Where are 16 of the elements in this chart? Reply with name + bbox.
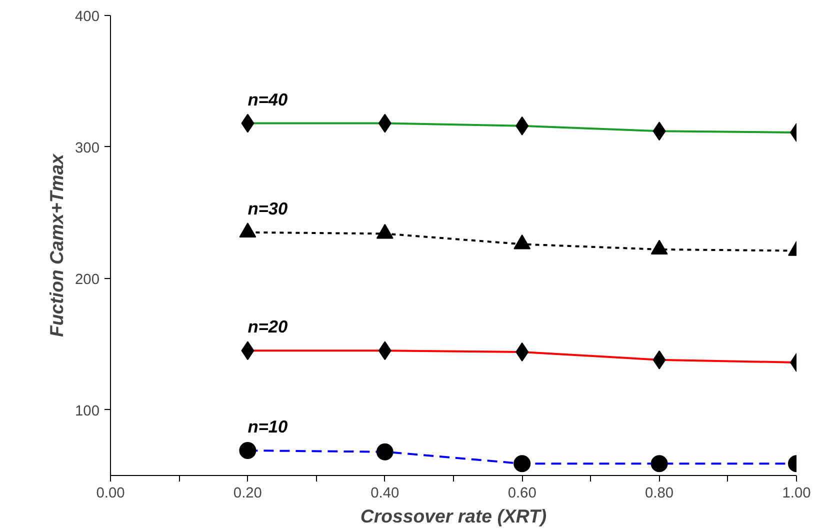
x-axis-title: Crossover rate (XRT): [360, 506, 547, 526]
x-tick-label: 0.20: [233, 486, 262, 502]
x-tick-label: 0.40: [370, 486, 400, 502]
series-label: n=40: [248, 89, 288, 110]
series-label: n=20: [248, 316, 288, 337]
y-tick-label: 300: [75, 140, 100, 156]
y-tick-label: 400: [75, 9, 100, 25]
y-tick-label: 200: [75, 272, 100, 288]
y-tick-label: 100: [75, 403, 100, 420]
y-axis-title: Fuction Camx+Tmax: [46, 153, 68, 337]
series-label: n=10: [248, 416, 288, 437]
series-label: n=30: [248, 198, 288, 218]
x-tick-label: 1.00: [782, 486, 811, 502]
x-tick-label: 0.00: [96, 486, 125, 502]
x-tick-label: 0.80: [645, 486, 674, 502]
x-tick-label: 0.60: [508, 486, 536, 502]
